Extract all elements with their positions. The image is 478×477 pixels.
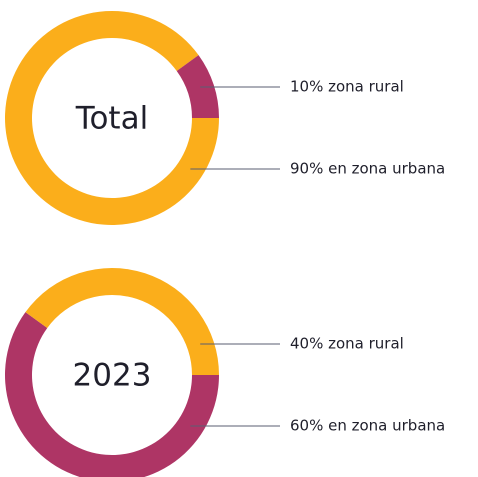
data-label: 60% en zona urbana <box>290 417 445 435</box>
donut-segment <box>5 312 219 477</box>
donut-segment <box>25 268 219 375</box>
data-label: 40% zona rural <box>290 335 404 353</box>
data-label: 90% en zona urbana <box>290 160 445 178</box>
data-label: 10% zona rural <box>290 78 404 96</box>
center-label: 2023 <box>73 358 152 394</box>
donut-segment <box>176 55 219 118</box>
center-label: Total <box>75 101 148 137</box>
